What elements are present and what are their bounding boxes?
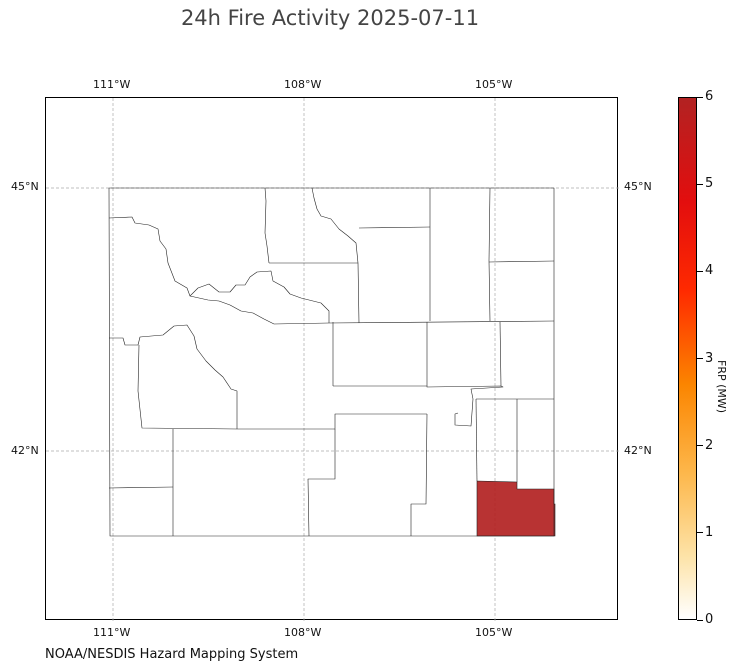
border-lincoln-uinta xyxy=(108,486,174,489)
border-fremont-west xyxy=(109,325,175,346)
colorbar-tick-label: 3 xyxy=(705,350,714,366)
colorbar-tick-mark xyxy=(697,445,703,447)
lon-tick-top-3: 105°W xyxy=(475,78,513,91)
credit-text: NOAA/NESDIS Hazard Mapping System xyxy=(45,647,299,662)
border-hotsprings xyxy=(189,295,231,306)
colorbar-tick-mark xyxy=(697,96,703,98)
colorbar-tick-mark xyxy=(697,619,703,621)
border-converse-niobrara xyxy=(499,321,502,387)
border-park-bighorn xyxy=(264,187,270,264)
border-campbell-crook xyxy=(488,187,491,322)
chart-title: 24h Fire Activity 2025-07-11 xyxy=(180,6,480,30)
border-bighorn-sheridan xyxy=(311,187,360,324)
border-crook-weston xyxy=(488,260,555,263)
border-fremont-east xyxy=(173,324,238,429)
lat-tick-left-1: 45°N xyxy=(11,180,39,193)
border-washakie-south xyxy=(229,304,330,325)
border-sheridan-johnson xyxy=(358,226,431,229)
colorbar-tick-mark xyxy=(697,270,703,272)
wyoming-map xyxy=(46,98,619,621)
lon-tick-bottom-1: 111°W xyxy=(93,626,131,639)
border-sweetwater-carbon xyxy=(307,429,336,537)
lat-tick-left-2: 42°N xyxy=(11,444,39,457)
colorbar-tick-mark xyxy=(697,183,703,185)
graticule xyxy=(46,98,619,621)
lon-tick-top-2: 108°W xyxy=(284,78,322,91)
lat-tick-right-2: 42°N xyxy=(624,444,652,457)
colorbar-tick-mark xyxy=(697,532,703,534)
colorbar-tick-mark xyxy=(697,358,703,359)
border-platte-west xyxy=(475,398,478,482)
border-carbon-top xyxy=(237,413,427,430)
colorbar xyxy=(678,97,697,620)
map-frame xyxy=(45,97,619,621)
colorbar-label: FRP (MW) xyxy=(715,360,728,414)
colorbar-tick-label: 0 xyxy=(705,612,714,627)
colorbar-tick-label: 2 xyxy=(705,437,714,453)
border-carbon-albany xyxy=(410,413,428,536)
lon-tick-bottom-2: 108°W xyxy=(284,626,322,639)
county-borders xyxy=(108,187,555,537)
lon-tick-bottom-3: 105°W xyxy=(475,626,513,639)
state-outline xyxy=(108,187,555,537)
fire-region xyxy=(476,480,556,537)
lat-tick-right-1: 45°N xyxy=(624,180,652,193)
border-sublette-lincoln xyxy=(137,344,238,430)
colorbar-tick-label: 5 xyxy=(705,176,714,192)
colorbar-tick-label: 4 xyxy=(705,263,714,279)
colorbar-tick-label: 6 xyxy=(705,89,714,104)
lon-tick-top-1: 111°W xyxy=(93,78,131,91)
colorbar-tick-label: 1 xyxy=(705,524,714,540)
border-row-lower xyxy=(333,385,504,427)
border-row-mid xyxy=(328,320,555,324)
border-teton-top xyxy=(108,216,330,323)
